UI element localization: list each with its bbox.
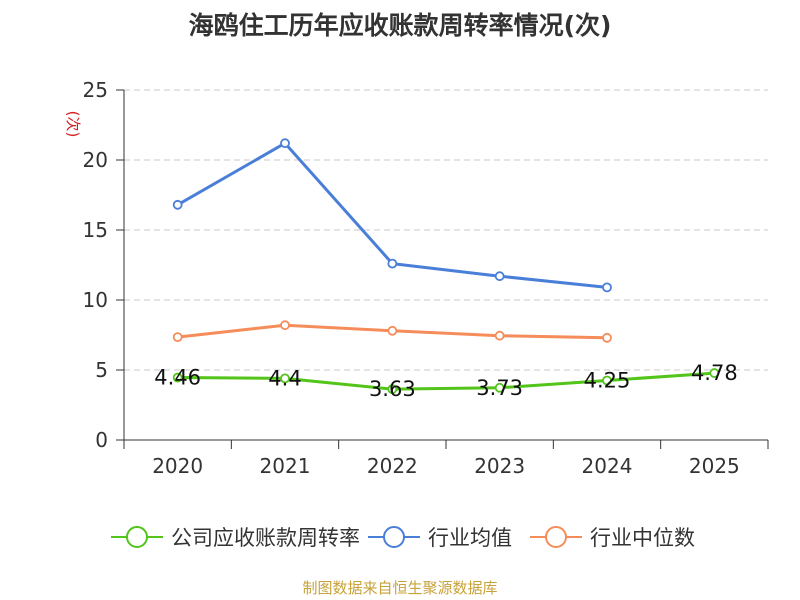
y-tick-label: 5 (95, 358, 108, 382)
legend-marker (126, 526, 148, 548)
data-label: 3.63 (369, 377, 416, 401)
series-line (177, 371, 715, 391)
data-label: 4.4 (268, 366, 301, 390)
data-point (494, 330, 505, 341)
y-tick-label: 25 (83, 78, 108, 102)
data-point (602, 332, 612, 343)
data-point (494, 382, 505, 393)
y-tick-label: 10 (83, 288, 108, 312)
x-tick-label: 2020 (152, 454, 203, 478)
data-label: 4.46 (154, 366, 201, 390)
chart-title: 海鸥住工历年应收账款周转率情况(次) (188, 11, 612, 40)
data-point (494, 271, 505, 282)
legend-marker (383, 526, 405, 548)
data-point (172, 332, 183, 343)
data-point (709, 368, 720, 378)
x-tick-label: 2021 (260, 454, 311, 478)
data-point (172, 199, 183, 210)
data-point (280, 373, 290, 384)
data-point (172, 372, 183, 383)
x-tick-label: 2023 (474, 454, 525, 478)
series-lines (172, 138, 720, 395)
grid-lines (124, 89, 768, 371)
source-note: 制图数据来自恒生聚源数据库 (302, 579, 498, 597)
data-point (602, 375, 612, 386)
data-labels: 4.46 4.4 3.63 3.73 4.25 4.78 (154, 361, 737, 401)
data-point (280, 320, 290, 331)
y-axis-label: (次) (64, 111, 82, 138)
legend-label: 行业中位数 (590, 526, 695, 550)
x-tick-label: 2024 (582, 454, 633, 478)
legend-label: 行业均值 (428, 526, 512, 550)
y-tick-label: 15 (83, 218, 108, 242)
legend-marker (545, 526, 567, 548)
y-tick-label: 0 (95, 428, 108, 452)
legend: 公司应收账款周转率 行业均值 行业中位数 (111, 526, 695, 550)
data-point (602, 282, 612, 293)
data-label: 4.25 (584, 369, 631, 393)
x-tick-label: 2022 (367, 454, 418, 478)
data-label: 3.73 (476, 376, 523, 400)
x-tick-label: 2025 (689, 454, 740, 478)
data-point (387, 325, 398, 336)
data-label: 4.78 (691, 361, 738, 385)
legend-label: 公司应收账款周转率 (171, 526, 360, 550)
y-tick-label: 20 (83, 148, 108, 172)
data-point (280, 138, 290, 149)
data-point (387, 384, 398, 395)
data-point (387, 258, 398, 269)
